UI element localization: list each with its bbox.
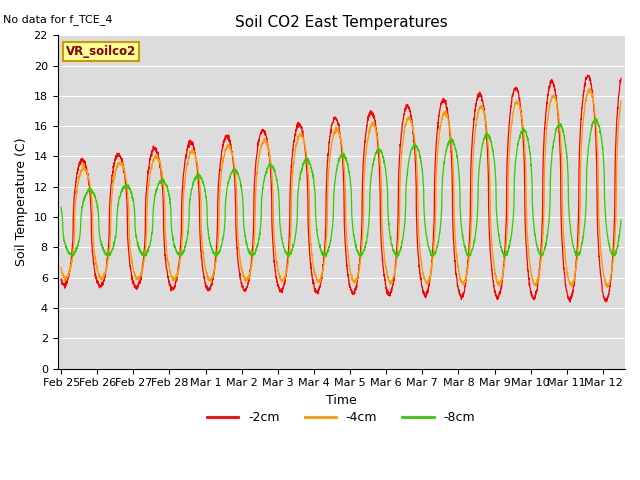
Y-axis label: Soil Temperature (C): Soil Temperature (C) [15, 138, 28, 266]
Title: Soil CO2 East Temperatures: Soil CO2 East Temperatures [235, 15, 447, 30]
Legend: -2cm, -4cm, -8cm: -2cm, -4cm, -8cm [202, 406, 480, 429]
X-axis label: Time: Time [326, 394, 356, 407]
Text: VR_soilco2: VR_soilco2 [66, 45, 136, 59]
Text: No data for f_TCE_4: No data for f_TCE_4 [3, 14, 113, 25]
